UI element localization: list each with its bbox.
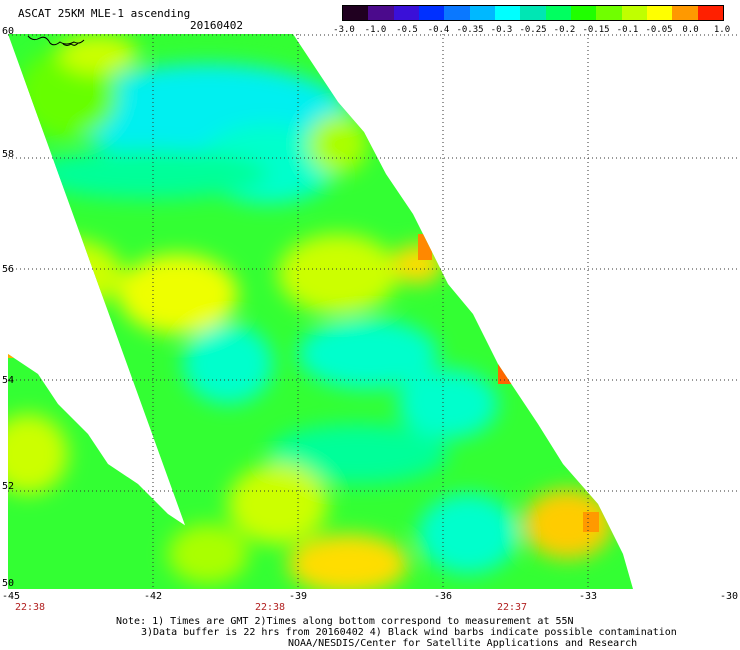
color-scale-tick-label: -0.3 [490,25,513,35]
lat-label-50: 50 [2,578,15,589]
graticule [8,34,738,589]
color-scale-segment [621,6,647,20]
time-label: 22:38 [254,602,286,613]
lat-label-58: 58 [2,149,15,160]
color-scale-bar [342,5,724,21]
color-scale-segment [444,6,470,20]
color-scale-segment [418,6,445,20]
color-scale-segment [697,6,723,20]
color-scale-tick-label: -0.15 [582,25,610,35]
color-scale-segment [570,6,597,20]
color-scale-tick-label: 1.0 [713,25,731,35]
color-scale-tick-label: -0.25 [519,25,547,35]
color-scale-tick-label: -0.5 [396,25,418,35]
color-scale-tick-label: -0.05 [645,25,673,35]
swath-field [8,34,633,589]
color-scale-segment [393,6,419,20]
color-scale-segment [368,6,394,20]
color-scale-tick-label: 0.0 [682,25,699,35]
coastline [27,35,85,46]
color-scale-segment [596,6,622,20]
color-scale-segment [494,6,521,20]
color-scale-tick-label: -1.0 [364,25,387,35]
lon-label-36w: -36 [433,591,453,602]
color-scale-segment [545,6,571,20]
note-line-1: Note: 1) Times are GMT 2)Times along bot… [116,616,574,627]
time-label: 22:38 [14,602,46,613]
color-scale-tick-label: -0.35 [456,25,484,35]
lat-label-60: 60 [2,26,15,37]
lat-label-54: 54 [2,375,15,386]
wind-map-svg [8,34,738,589]
note-line-3: NOAA/NESDIS/Center for Satellite Applica… [288,638,638,649]
color-scale-tick-label: -0.2 [553,25,576,35]
lat-label-56: 56 [2,264,15,275]
time-label: 22:37 [496,602,528,613]
wind-map [8,34,738,589]
color-scale-segment [646,6,673,20]
lat-label-52: 52 [2,481,15,492]
lon-label-45w: -45 [1,591,21,602]
color-scale-segment [469,6,495,20]
product-title: ASCAT 25KM MLE-1 ascending [18,7,191,20]
color-scale-segment [343,6,369,20]
color-scale-tick-label: -0.1 [616,25,639,35]
color-scale-tick-label: -0.4 [427,25,450,35]
color-scale-segment [520,6,546,20]
product-date: 20160402 [190,19,243,32]
lon-label-42w: -42 [143,591,163,602]
lon-label-39w: -39 [288,591,308,602]
lon-label-33w: -33 [578,591,598,602]
note-line-2: 3)Data buffer is 22 hrs from 20160402 4)… [141,627,677,638]
color-scale-segment [672,6,698,20]
lon-label-30w: -30 [719,591,739,602]
color-scale-tick-label: -3.0 [333,25,355,35]
